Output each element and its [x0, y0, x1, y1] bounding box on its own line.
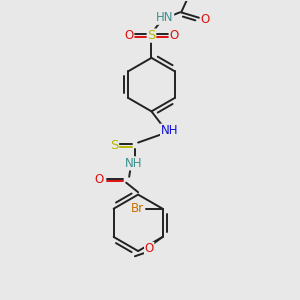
Text: O: O [169, 29, 178, 42]
Text: O: O [124, 29, 134, 42]
Text: S: S [147, 29, 156, 42]
Text: NH: NH [125, 157, 142, 170]
Text: O: O [94, 173, 104, 186]
Text: HN: HN [156, 11, 174, 24]
Text: O: O [200, 13, 210, 26]
Text: NH: NH [160, 124, 178, 137]
Text: S: S [110, 139, 118, 152]
Text: O: O [145, 242, 154, 255]
Text: Br: Br [131, 202, 144, 215]
